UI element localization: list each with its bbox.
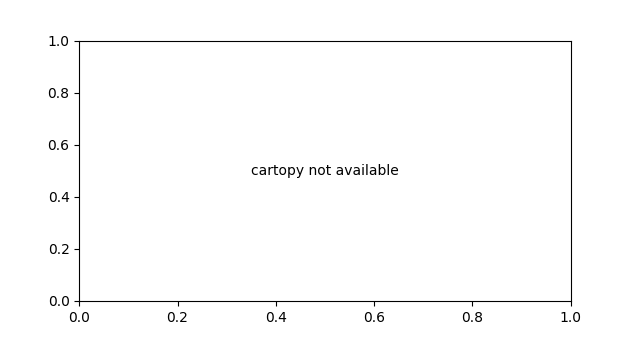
Text: cartopy not available: cartopy not available [251, 164, 399, 178]
